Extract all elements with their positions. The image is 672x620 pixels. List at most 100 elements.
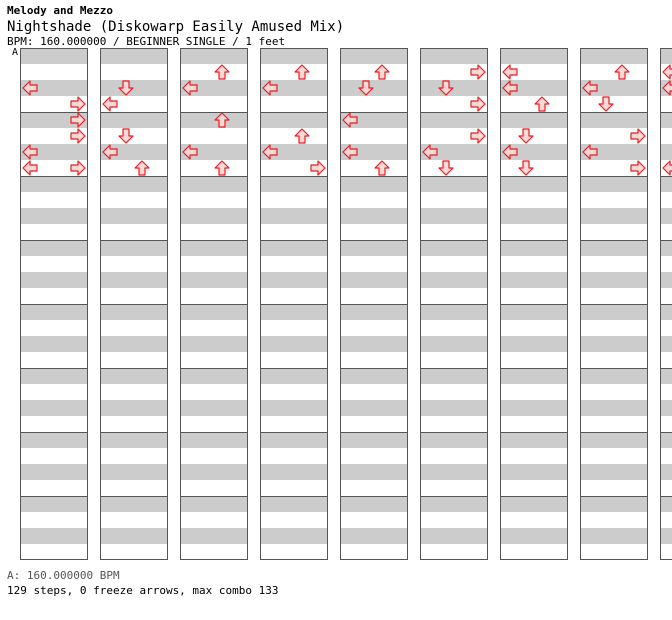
step-arrow-up (214, 64, 230, 80)
beat-stripe (580, 112, 648, 128)
step-arrow-left (262, 144, 278, 160)
beat-stripe (340, 240, 408, 256)
beat-stripe (420, 176, 488, 192)
step-arrow-down (118, 80, 134, 96)
beat-stripe (500, 144, 568, 160)
beat-stripe (180, 304, 248, 320)
beat-stripe (100, 304, 168, 320)
beat-stripe (660, 336, 672, 352)
beat-stripe (180, 272, 248, 288)
beat-stripe (420, 112, 488, 128)
step-arrow-left (342, 112, 358, 128)
step-arrow-left (182, 80, 198, 96)
beat-stripe (420, 336, 488, 352)
step-arrow-up (614, 64, 630, 80)
beat-stripe (580, 336, 648, 352)
step-arrow-left (502, 144, 518, 160)
beat-stripe (260, 496, 328, 512)
beat-stripe (180, 240, 248, 256)
beat-stripe (420, 432, 488, 448)
chart-column (580, 48, 648, 560)
beat-stripe (100, 80, 168, 96)
beat-stripe (100, 112, 168, 128)
beat-stripe (180, 432, 248, 448)
column-border (500, 48, 568, 560)
beat-stripe (580, 400, 648, 416)
beat-stripe (420, 400, 488, 416)
beat-stripe (100, 432, 168, 448)
column-border (100, 48, 168, 560)
beat-stripe (500, 48, 568, 64)
beat-stripe (260, 528, 328, 544)
beat-stripe (100, 240, 168, 256)
beat-stripe (340, 496, 408, 512)
step-arrow-left (102, 144, 118, 160)
beat-stripe (500, 304, 568, 320)
column-border (580, 48, 648, 560)
step-arrow-left (582, 144, 598, 160)
step-arrow-left (662, 80, 672, 96)
step-arrow-up (534, 96, 550, 112)
step-arrow-left (102, 96, 118, 112)
beat-stripe (420, 464, 488, 480)
beat-stripe (660, 176, 672, 192)
beat-stripe (500, 368, 568, 384)
beat-stripe (420, 304, 488, 320)
beat-stripe (340, 48, 408, 64)
step-arrow-right (630, 160, 646, 176)
beat-stripe (580, 176, 648, 192)
beat-stripe (20, 48, 88, 64)
beat-stripe (100, 400, 168, 416)
step-arrow-down (518, 128, 534, 144)
step-arrow-right (470, 128, 486, 144)
step-arrow-left (582, 80, 598, 96)
song-artist: Melody and Mezzo (7, 4, 113, 17)
column-border (660, 48, 672, 560)
step-arrow-down (358, 80, 374, 96)
step-arrow-right (470, 64, 486, 80)
beat-stripe (420, 80, 488, 96)
beat-stripe (100, 48, 168, 64)
step-arrow-down (598, 96, 614, 112)
step-arrow-right (470, 96, 486, 112)
chart-column (500, 48, 568, 560)
beat-stripe (580, 272, 648, 288)
beat-stripe (260, 144, 328, 160)
beat-stripe (500, 400, 568, 416)
beat-stripe (580, 80, 648, 96)
beat-stripe (260, 80, 328, 96)
beat-stripe (260, 272, 328, 288)
beat-stripe (100, 144, 168, 160)
beat-stripe (420, 48, 488, 64)
beat-stripe (500, 336, 568, 352)
beat-stripe (580, 368, 648, 384)
beat-stripe (660, 304, 672, 320)
beat-stripe (340, 400, 408, 416)
beat-stripe (340, 528, 408, 544)
beat-stripe (260, 400, 328, 416)
beat-stripe (20, 336, 88, 352)
beat-stripe (660, 208, 672, 224)
beat-stripe (100, 528, 168, 544)
beat-stripe (20, 144, 88, 160)
beat-stripe (180, 336, 248, 352)
step-arrow-up (374, 64, 390, 80)
beat-stripe (100, 368, 168, 384)
beat-stripe (580, 240, 648, 256)
beat-stripe (500, 432, 568, 448)
chart-column (660, 48, 672, 560)
beat-stripe (100, 176, 168, 192)
beat-stripe (500, 496, 568, 512)
beat-stripe (340, 144, 408, 160)
beat-stripe (660, 112, 672, 128)
step-arrow-right (70, 160, 86, 176)
beat-stripe (500, 176, 568, 192)
step-arrow-right (630, 128, 646, 144)
beat-stripe (180, 144, 248, 160)
beat-stripe (340, 432, 408, 448)
step-arrow-up (134, 160, 150, 176)
beat-stripe (180, 464, 248, 480)
step-arrow-left (662, 64, 672, 80)
chart-info: BPM: 160.000000 / BEGINNER SINGLE / 1 fe… (7, 35, 286, 48)
beat-stripe (340, 208, 408, 224)
